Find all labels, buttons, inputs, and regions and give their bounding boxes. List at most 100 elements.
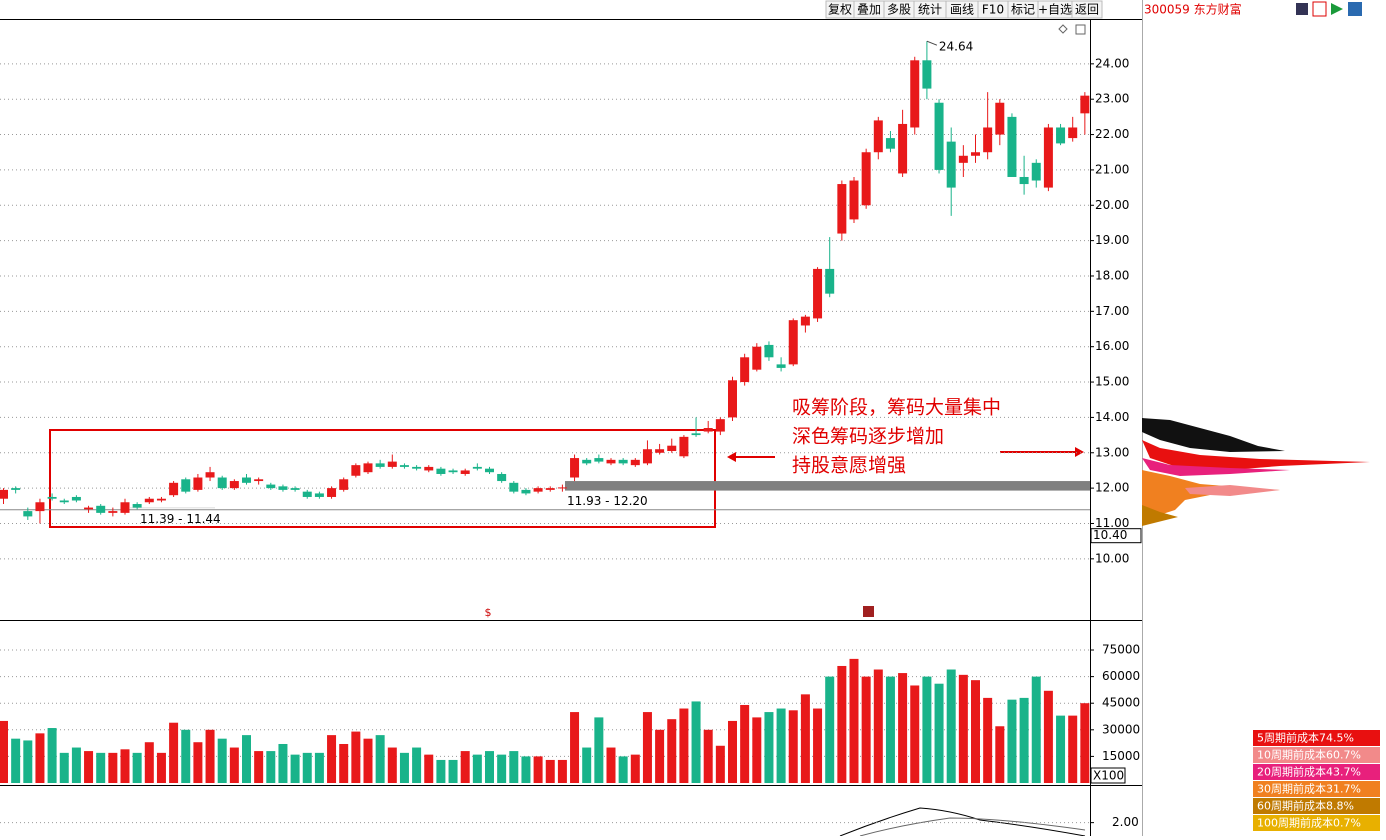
candle-body <box>327 488 337 497</box>
candle-body <box>144 498 154 503</box>
volume-bar <box>193 742 203 783</box>
volume-bar <box>946 669 956 783</box>
candle-body <box>497 473 507 482</box>
y-tick-label: 2.00 <box>1112 815 1139 829</box>
candle-body <box>910 60 920 128</box>
toolbar-button-label[interactable]: 多股 <box>887 3 911 17</box>
volume-bar <box>132 752 142 783</box>
candle-body <box>1007 116 1017 177</box>
candle-body <box>946 141 956 188</box>
volume-bar <box>11 738 21 783</box>
toolbar-button-label[interactable]: 复权 <box>828 3 852 17</box>
legend-swatch <box>1253 798 1380 814</box>
candle-body <box>399 465 409 467</box>
volume-bar <box>1080 703 1090 783</box>
toolbar-button-label[interactable]: 统计 <box>918 3 942 17</box>
chip-brown <box>1142 505 1178 526</box>
volume-bar <box>327 735 337 783</box>
candle-body <box>302 491 312 497</box>
volume-bar <box>1068 715 1078 783</box>
volume-bar <box>387 747 397 783</box>
event-marker[interactable] <box>863 606 874 617</box>
volume-bar <box>594 717 604 783</box>
volume-bar <box>521 756 531 783</box>
chip-red <box>1142 440 1370 470</box>
chip-magenta <box>1142 458 1290 476</box>
volume-bar <box>873 669 883 783</box>
toolbar-button-label[interactable]: F10 <box>982 3 1004 17</box>
indicator-line <box>859 817 1086 837</box>
toolbar-button-label[interactable]: 标记 <box>1011 3 1035 17</box>
y-tick-label: 11.00 <box>1095 516 1129 530</box>
candle-body <box>898 123 908 174</box>
volume-bar <box>642 712 652 783</box>
candle-body <box>752 346 762 370</box>
volume-bar <box>205 729 215 783</box>
volume-bar <box>375 735 385 783</box>
legend-label: 30周期前成本31.7% <box>1257 782 1361 796</box>
icon[interactable] <box>1075 24 1086 35</box>
chip-distribution <box>1142 418 1370 526</box>
volume-bar <box>606 747 616 783</box>
annotation: 吸筹阶段，筹码大量集中 <box>792 397 1001 419</box>
candle-body <box>958 155 968 163</box>
candle-body <box>776 364 786 368</box>
y-tick-label: 15000 <box>1102 749 1140 763</box>
volume-bar <box>0 720 8 783</box>
candle-body <box>0 489 8 499</box>
tool-icon[interactable] <box>1296 3 1308 15</box>
y-tick-label: 30000 <box>1102 722 1140 736</box>
candle-body <box>934 102 944 170</box>
y-tick-label: 45000 <box>1102 696 1140 710</box>
candle-body <box>278 486 288 490</box>
tool-icon[interactable] <box>1348 2 1362 16</box>
zone-label: 11.93 - 12.20 <box>567 494 648 508</box>
volume-bar <box>557 759 567 783</box>
volume-bar <box>242 735 251 783</box>
candle-body <box>205 472 215 478</box>
volume-bar <box>776 708 786 783</box>
toolbar-button-label[interactable]: 画线 <box>950 3 974 17</box>
indicator-line <box>839 807 1086 837</box>
volume-bar <box>351 731 361 783</box>
volume-bar <box>995 726 1005 783</box>
candle-body <box>813 268 823 319</box>
volume-bar <box>618 756 628 783</box>
volume-bar <box>679 708 689 783</box>
max-pointer <box>926 40 938 46</box>
y-tick-label: 16.00 <box>1095 339 1129 353</box>
volume-bar <box>1007 699 1017 783</box>
tool-icon[interactable] <box>1331 3 1343 15</box>
support-band <box>565 481 1090 491</box>
tool-icon[interactable] <box>1312 1 1327 17</box>
volume-bar <box>630 754 640 783</box>
toolbar-button-label[interactable]: 返回 <box>1075 3 1099 17</box>
candle-body <box>217 477 227 489</box>
event-marker[interactable]: $ <box>485 606 492 619</box>
max-label: 24.64 <box>939 40 973 54</box>
toolbar-button[interactable] <box>1071 0 1103 19</box>
candle-body <box>521 489 531 494</box>
volume-bar <box>898 673 908 783</box>
legend-swatch <box>1253 730 1380 746</box>
annotation: 持股意愿增强 <box>792 455 906 477</box>
candle-body <box>108 511 118 513</box>
volume-bar <box>35 733 45 783</box>
candle-body <box>788 320 798 365</box>
candle-body <box>922 60 932 89</box>
candle-body <box>800 316 810 326</box>
volume-bar <box>728 720 737 783</box>
volume-bar <box>849 658 859 783</box>
toolbar-button-label[interactable]: 叠加 <box>857 3 881 17</box>
toolbar-button-label[interactable]: +自选 <box>1038 3 1072 17</box>
legend-swatch <box>1253 781 1380 797</box>
legend-swatch <box>1253 764 1380 780</box>
y-tick-label: 19.00 <box>1095 233 1129 247</box>
icon[interactable] <box>1058 24 1068 34</box>
volume-bar <box>96 752 106 783</box>
candle-body <box>582 459 592 464</box>
volume-bar <box>290 754 300 783</box>
stock-name: 300059 东方财富 <box>1144 2 1242 17</box>
